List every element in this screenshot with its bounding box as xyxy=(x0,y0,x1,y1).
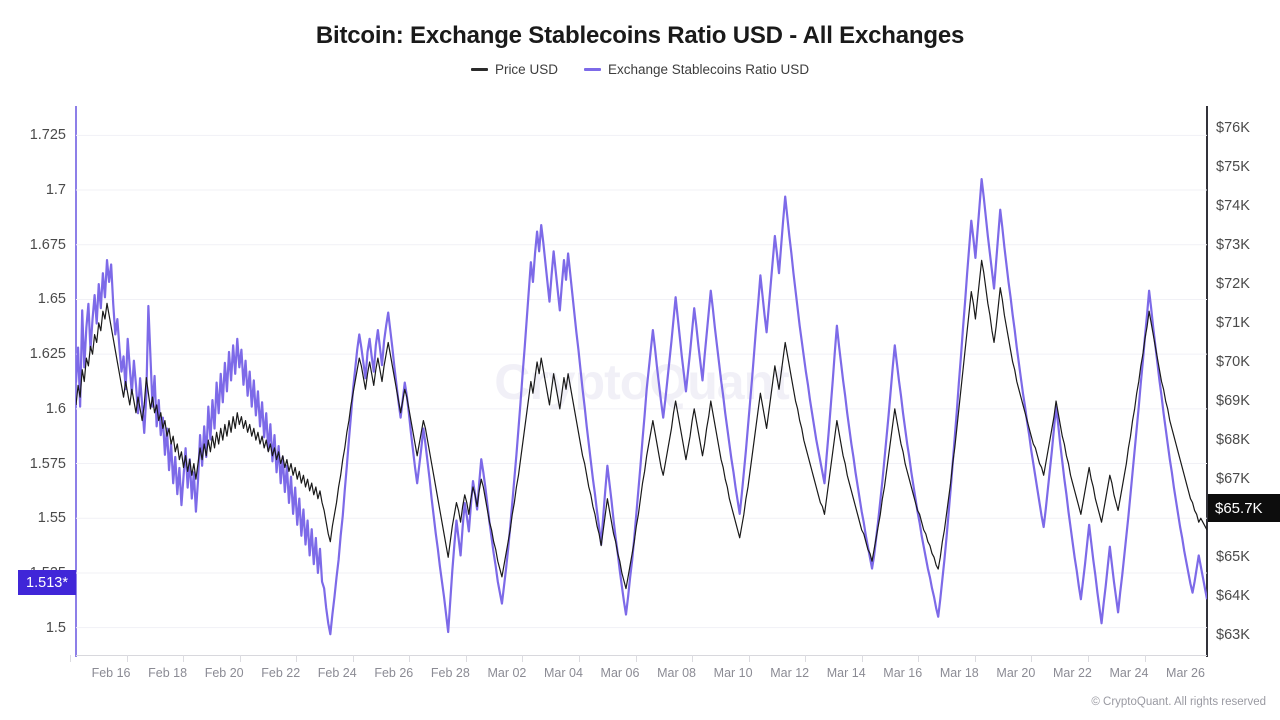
y-axis-left-tick-label: 1.575 xyxy=(29,455,66,472)
y-axis-left-tick-label: 1.6 xyxy=(45,400,66,417)
plot-area[interactable]: CryptoQuant xyxy=(76,108,1207,655)
y-axis-left-tick-label: 1.625 xyxy=(29,346,66,363)
x-axis-tick-label: Mar 22 xyxy=(1052,666,1092,680)
y-axis-right-tick-label: $65K xyxy=(1216,549,1250,566)
y-axis-right-tick-label: $71K xyxy=(1216,314,1250,331)
series-lines xyxy=(76,108,1207,655)
x-axis-tick-label: Mar 16 xyxy=(883,666,923,680)
x-axis-tick-mark xyxy=(974,655,976,662)
x-axis-line xyxy=(76,655,1207,656)
x-axis-tick-label: Mar 06 xyxy=(600,666,640,680)
legend-item-price[interactable]: Price USD xyxy=(470,62,558,77)
x-axis-tick-label: Mar 18 xyxy=(939,666,979,680)
x-axis-tick-mark xyxy=(465,655,467,662)
current-ratio-badge: 1.513* xyxy=(18,570,76,595)
x-axis-tick-label: Feb 26 xyxy=(374,666,414,680)
x-axis-tick-label: Feb 18 xyxy=(148,666,188,680)
y-axis-right-tick-label: $76K xyxy=(1216,119,1250,136)
chart-title: Bitcoin: Exchange Stablecoins Ratio USD … xyxy=(315,22,965,49)
x-axis-tick-label: Mar 10 xyxy=(713,666,753,680)
y-axis-right-tick-label: $74K xyxy=(1216,197,1250,214)
chart-legend: Price USD Exchange Stablecoins Ratio USD xyxy=(0,62,1280,77)
x-axis-tick-mark xyxy=(635,655,637,662)
x-axis-tick-mark xyxy=(239,655,241,662)
y-axis-right-tick-label: $75K xyxy=(1216,158,1250,175)
y-axis-right-tick-label: $73K xyxy=(1216,236,1250,253)
x-axis-tick-label: Mar 08 xyxy=(657,666,696,680)
legend-label-ratio: Exchange Stablecoins Ratio USD xyxy=(607,62,810,77)
x-axis-tick-label: Mar 04 xyxy=(544,666,583,680)
y-axis-right-tick-label: $70K xyxy=(1216,353,1250,370)
x-axis-tick-label: Mar 02 xyxy=(487,666,527,680)
x-axis-tick-label: Mar 26 xyxy=(1166,666,1205,680)
y-axis-right-tick-label: $64K xyxy=(1216,588,1250,605)
x-axis-tick-label: Feb 22 xyxy=(261,666,301,680)
x-axis-tick-mark xyxy=(70,655,72,662)
y-axis-left-tick-label: 1.725 xyxy=(29,127,66,144)
x-axis-tick-mark xyxy=(183,655,185,662)
y-axis-right-tick-label: $63K xyxy=(1216,627,1250,644)
x-axis-tick-mark xyxy=(352,655,354,662)
x-axis-tick-mark xyxy=(692,655,694,662)
y-axis-right-tick-label: $72K xyxy=(1216,275,1250,292)
x-axis-tick-label: Feb 24 xyxy=(317,666,357,680)
x-axis-tick-mark xyxy=(861,655,863,662)
x-axis-tick-mark xyxy=(1144,655,1146,662)
y-axis-right-tick-label: $69K xyxy=(1216,393,1250,410)
legend-label-price: Price USD xyxy=(494,62,558,77)
x-axis-tick-mark xyxy=(748,655,750,662)
x-axis-tick-mark xyxy=(409,655,411,662)
x-axis-tick-label: Mar 20 xyxy=(996,666,1036,680)
x-axis-tick-label: Mar 12 xyxy=(770,666,810,680)
copyright-footer: © CryptoQuant. All rights reserved xyxy=(1091,696,1266,708)
x-axis-tick-mark xyxy=(805,655,807,662)
x-axis-tick-mark xyxy=(126,655,128,662)
x-axis-tick-mark xyxy=(296,655,298,662)
x-axis-tick-label: Feb 20 xyxy=(204,666,244,680)
x-axis-tick-label: Mar 24 xyxy=(1109,666,1149,680)
x-axis-tick-mark xyxy=(1031,655,1033,662)
x-axis-tick-label: Feb 16 xyxy=(91,666,131,680)
y-axis-left-tick-label: 1.675 xyxy=(29,236,66,253)
x-axis-tick-mark xyxy=(579,655,580,662)
y-axis-right-tick-label: $67K xyxy=(1216,471,1250,488)
legend-item-ratio[interactable]: Exchange Stablecoins Ratio USD xyxy=(583,62,810,77)
x-axis-tick-mark xyxy=(522,655,524,662)
y-axis-left-tick-label: 1.5 xyxy=(45,619,66,636)
y-axis-right-line xyxy=(1206,106,1208,657)
x-axis-tick-label: Mar 14 xyxy=(826,666,866,680)
x-axis-tick-mark xyxy=(1087,655,1089,662)
y-axis-left-tick-label: 1.65 xyxy=(37,291,66,308)
current-price-badge: $65.7K xyxy=(1208,494,1280,522)
x-axis-tick-mark xyxy=(918,655,920,662)
x-axis-tick-label: Feb 28 xyxy=(430,666,470,680)
y-axis-right-tick-label: $68K xyxy=(1216,432,1250,449)
y-axis-left-tick-label: 1.7 xyxy=(45,182,66,199)
y-axis-left-tick-label: 1.55 xyxy=(37,510,66,527)
legend-swatch-ratio-line xyxy=(583,68,601,71)
legend-swatch-price-line xyxy=(470,68,488,71)
